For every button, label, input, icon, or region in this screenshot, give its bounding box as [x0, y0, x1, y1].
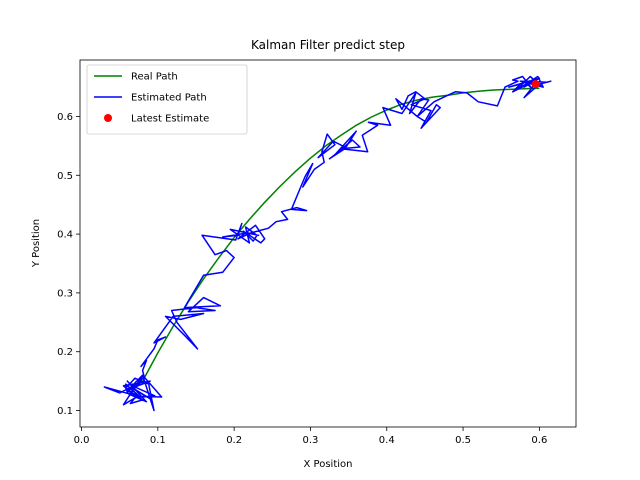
- legend-label: Real Path: [131, 72, 178, 83]
- y-tick-label: 0.5: [57, 171, 73, 182]
- x-axis-label: X Position: [304, 459, 353, 470]
- x-tick-label: 0.3: [302, 435, 318, 446]
- x-tick-label: 0.4: [379, 435, 395, 446]
- x-tick-label: 0.1: [150, 435, 166, 446]
- legend-label: Estimated Path: [131, 93, 207, 104]
- x-tick-label: 0.5: [455, 435, 471, 446]
- series-line-0: [141, 87, 540, 382]
- plot-area: [103, 75, 552, 412]
- axes: 0.0 0.1 0.2 0.3 0.4 0.5 0.6 0.1 0.2 0.3 0.4 0.5 0.6: [57, 59, 577, 446]
- y-tick-label: 0.4: [57, 230, 73, 241]
- x-tick-label: 0.2: [226, 435, 242, 446]
- y-tick-label: 0.6: [57, 112, 73, 123]
- legend-swatch-marker: [104, 114, 112, 122]
- series-point-2-0: [531, 80, 540, 89]
- chart-title: Kalman Filter predict step: [251, 38, 405, 52]
- legend: Real Path Estimated Path Latest Estimate: [86, 64, 248, 135]
- y-tick-label: 0.1: [57, 406, 73, 417]
- x-tick-label: 0.6: [531, 435, 547, 446]
- legend-box: [86, 64, 248, 135]
- y-tick-label: 0.2: [57, 347, 73, 358]
- series-line-1: [103, 75, 552, 412]
- x-tick-label: 0.0: [74, 435, 90, 446]
- legend-label: Latest Estimate: [131, 114, 209, 125]
- axes-frame: [79, 59, 577, 428]
- y-axis-label: Y Position: [31, 219, 42, 268]
- y-tick-label: 0.3: [57, 288, 73, 299]
